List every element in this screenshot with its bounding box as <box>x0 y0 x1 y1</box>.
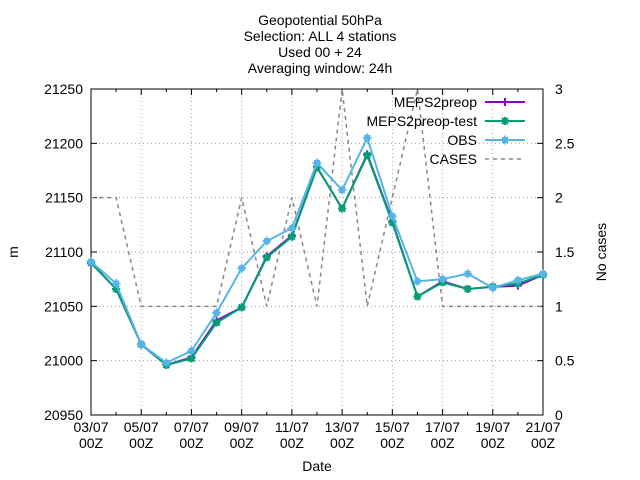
chart-subtitle-selection: Selection: ALL 4 stations <box>243 28 397 44</box>
data-point-obs <box>86 257 96 267</box>
x-tick-label-hour: 00Z <box>481 435 506 451</box>
data-point-obs <box>287 223 297 233</box>
data-point-obs <box>312 158 322 168</box>
x-tick-label-date: 13/07 <box>325 419 360 435</box>
legend-label-meps2preop: MEPS2preop <box>394 94 477 110</box>
data-point-meps2preop-test <box>262 253 271 262</box>
legend-label-meps2preop-test: MEPS2preop-test <box>367 113 478 129</box>
x-tick-label-date: 09/07 <box>224 419 259 435</box>
legend-marker-obs <box>500 135 510 145</box>
y-axis-label: m <box>5 246 21 258</box>
x-axis-label: Date <box>302 458 332 474</box>
y-tick-label: 21150 <box>45 190 83 206</box>
series-line-cases <box>91 88 543 308</box>
data-point-meps2preop-test <box>413 292 422 301</box>
data-point-meps2preop-test <box>287 232 296 241</box>
series-line-meps2preop-test <box>90 152 544 367</box>
data-point-meps2preop-test <box>338 204 347 213</box>
data-point-meps2preop-test <box>388 218 397 227</box>
series-line-obs <box>90 135 544 365</box>
data-point-meps2preop-test <box>237 303 246 312</box>
data-point-meps2preop-test <box>187 354 196 363</box>
series-layer <box>86 88 548 370</box>
y2-tick-label: 1.5 <box>555 244 575 260</box>
x-tick-label-date: 15/07 <box>375 419 410 435</box>
y2-tick-label: 3 <box>555 81 563 97</box>
legend-label-cases: CASES <box>430 151 477 167</box>
x-tick-label-hour: 00Z <box>531 435 556 451</box>
series-line-meps2preop <box>90 151 544 367</box>
y-tick-label: 21100 <box>45 244 83 260</box>
x-tick-label-hour: 00Z <box>230 435 255 451</box>
x-tick-label-hour: 00Z <box>430 435 455 451</box>
data-point-meps2preop-test <box>112 284 121 293</box>
x-tick-label-hour: 00Z <box>380 435 405 451</box>
y-tick-label: 21000 <box>44 353 83 369</box>
data-point-obs <box>463 269 473 279</box>
legend-label-obs: OBS <box>447 132 477 148</box>
x-tick-label-hour: 00Z <box>330 435 355 451</box>
data-point-obs <box>513 275 523 285</box>
x-tick-label-hour: 00Z <box>129 435 154 451</box>
y2-tick-label: 2 <box>555 190 563 206</box>
data-point-obs <box>362 133 372 143</box>
data-point-obs <box>488 283 498 293</box>
x-tick-label-hour: 00Z <box>280 435 305 451</box>
data-point-obs <box>538 269 548 279</box>
data-point-obs <box>337 185 347 195</box>
legend-marker-meps2preop <box>501 98 509 106</box>
data-point-obs <box>111 279 121 289</box>
chart-subtitle-window: Averaging window: 24h <box>247 60 393 76</box>
y-tick-label: 21050 <box>44 298 83 314</box>
y-tick-label: 21200 <box>44 135 83 151</box>
data-point-obs <box>237 263 247 273</box>
y-axis: 20950 21000 21050 21100 21150 21200 21250 <box>44 81 543 423</box>
chart-title: Geopotential 50hPa <box>258 12 382 28</box>
y-tick-label: 21250 <box>44 81 83 97</box>
legend-marker-meps2preop-test <box>501 117 509 125</box>
data-point-obs <box>212 308 222 318</box>
x-tick-label-date: 17/07 <box>425 419 460 435</box>
legend: MEPS2preop MEPS2preop-test OBS CASES <box>367 94 525 167</box>
data-point-obs <box>438 274 448 284</box>
data-point-obs <box>136 339 146 349</box>
y2-axis-label: No cases <box>593 223 609 281</box>
data-point-obs <box>412 276 422 286</box>
data-point-obs <box>387 211 397 221</box>
y2-tick-label: 1 <box>555 298 563 314</box>
y2-tick-label: 0.5 <box>555 353 575 369</box>
x-tick-label-date: 05/07 <box>124 419 159 435</box>
y2-axis: 0 0.5 1 1.5 2 2.5 3 <box>555 81 575 423</box>
x-tick-label-date: 07/07 <box>174 419 209 435</box>
data-point-obs <box>262 236 272 246</box>
x-tick-label-hour: 00Z <box>79 435 104 451</box>
data-point-obs <box>161 358 171 368</box>
y-tick-label: 20950 <box>44 407 83 423</box>
x-tick-label-date: 03/07 <box>73 419 108 435</box>
y2-tick-label: 0 <box>555 407 563 423</box>
chart-subtitle-used: Used 00 + 24 <box>278 44 362 60</box>
x-axis: 03/0700Z05/0700Z07/0700Z09/0700Z11/0700Z… <box>73 89 561 451</box>
data-point-obs <box>186 346 196 356</box>
data-point-meps2preop-test <box>363 151 372 160</box>
x-tick-label-date: 11/07 <box>275 419 309 435</box>
data-point-meps2preop-test <box>463 284 472 293</box>
y2-tick-label: 2.5 <box>555 135 575 151</box>
x-tick-label-date: 19/07 <box>475 419 510 435</box>
x-tick-label-date: 21/07 <box>525 419 560 435</box>
x-tick-label-hour: 00Z <box>179 435 204 451</box>
data-point-meps2preop-test <box>212 318 221 327</box>
